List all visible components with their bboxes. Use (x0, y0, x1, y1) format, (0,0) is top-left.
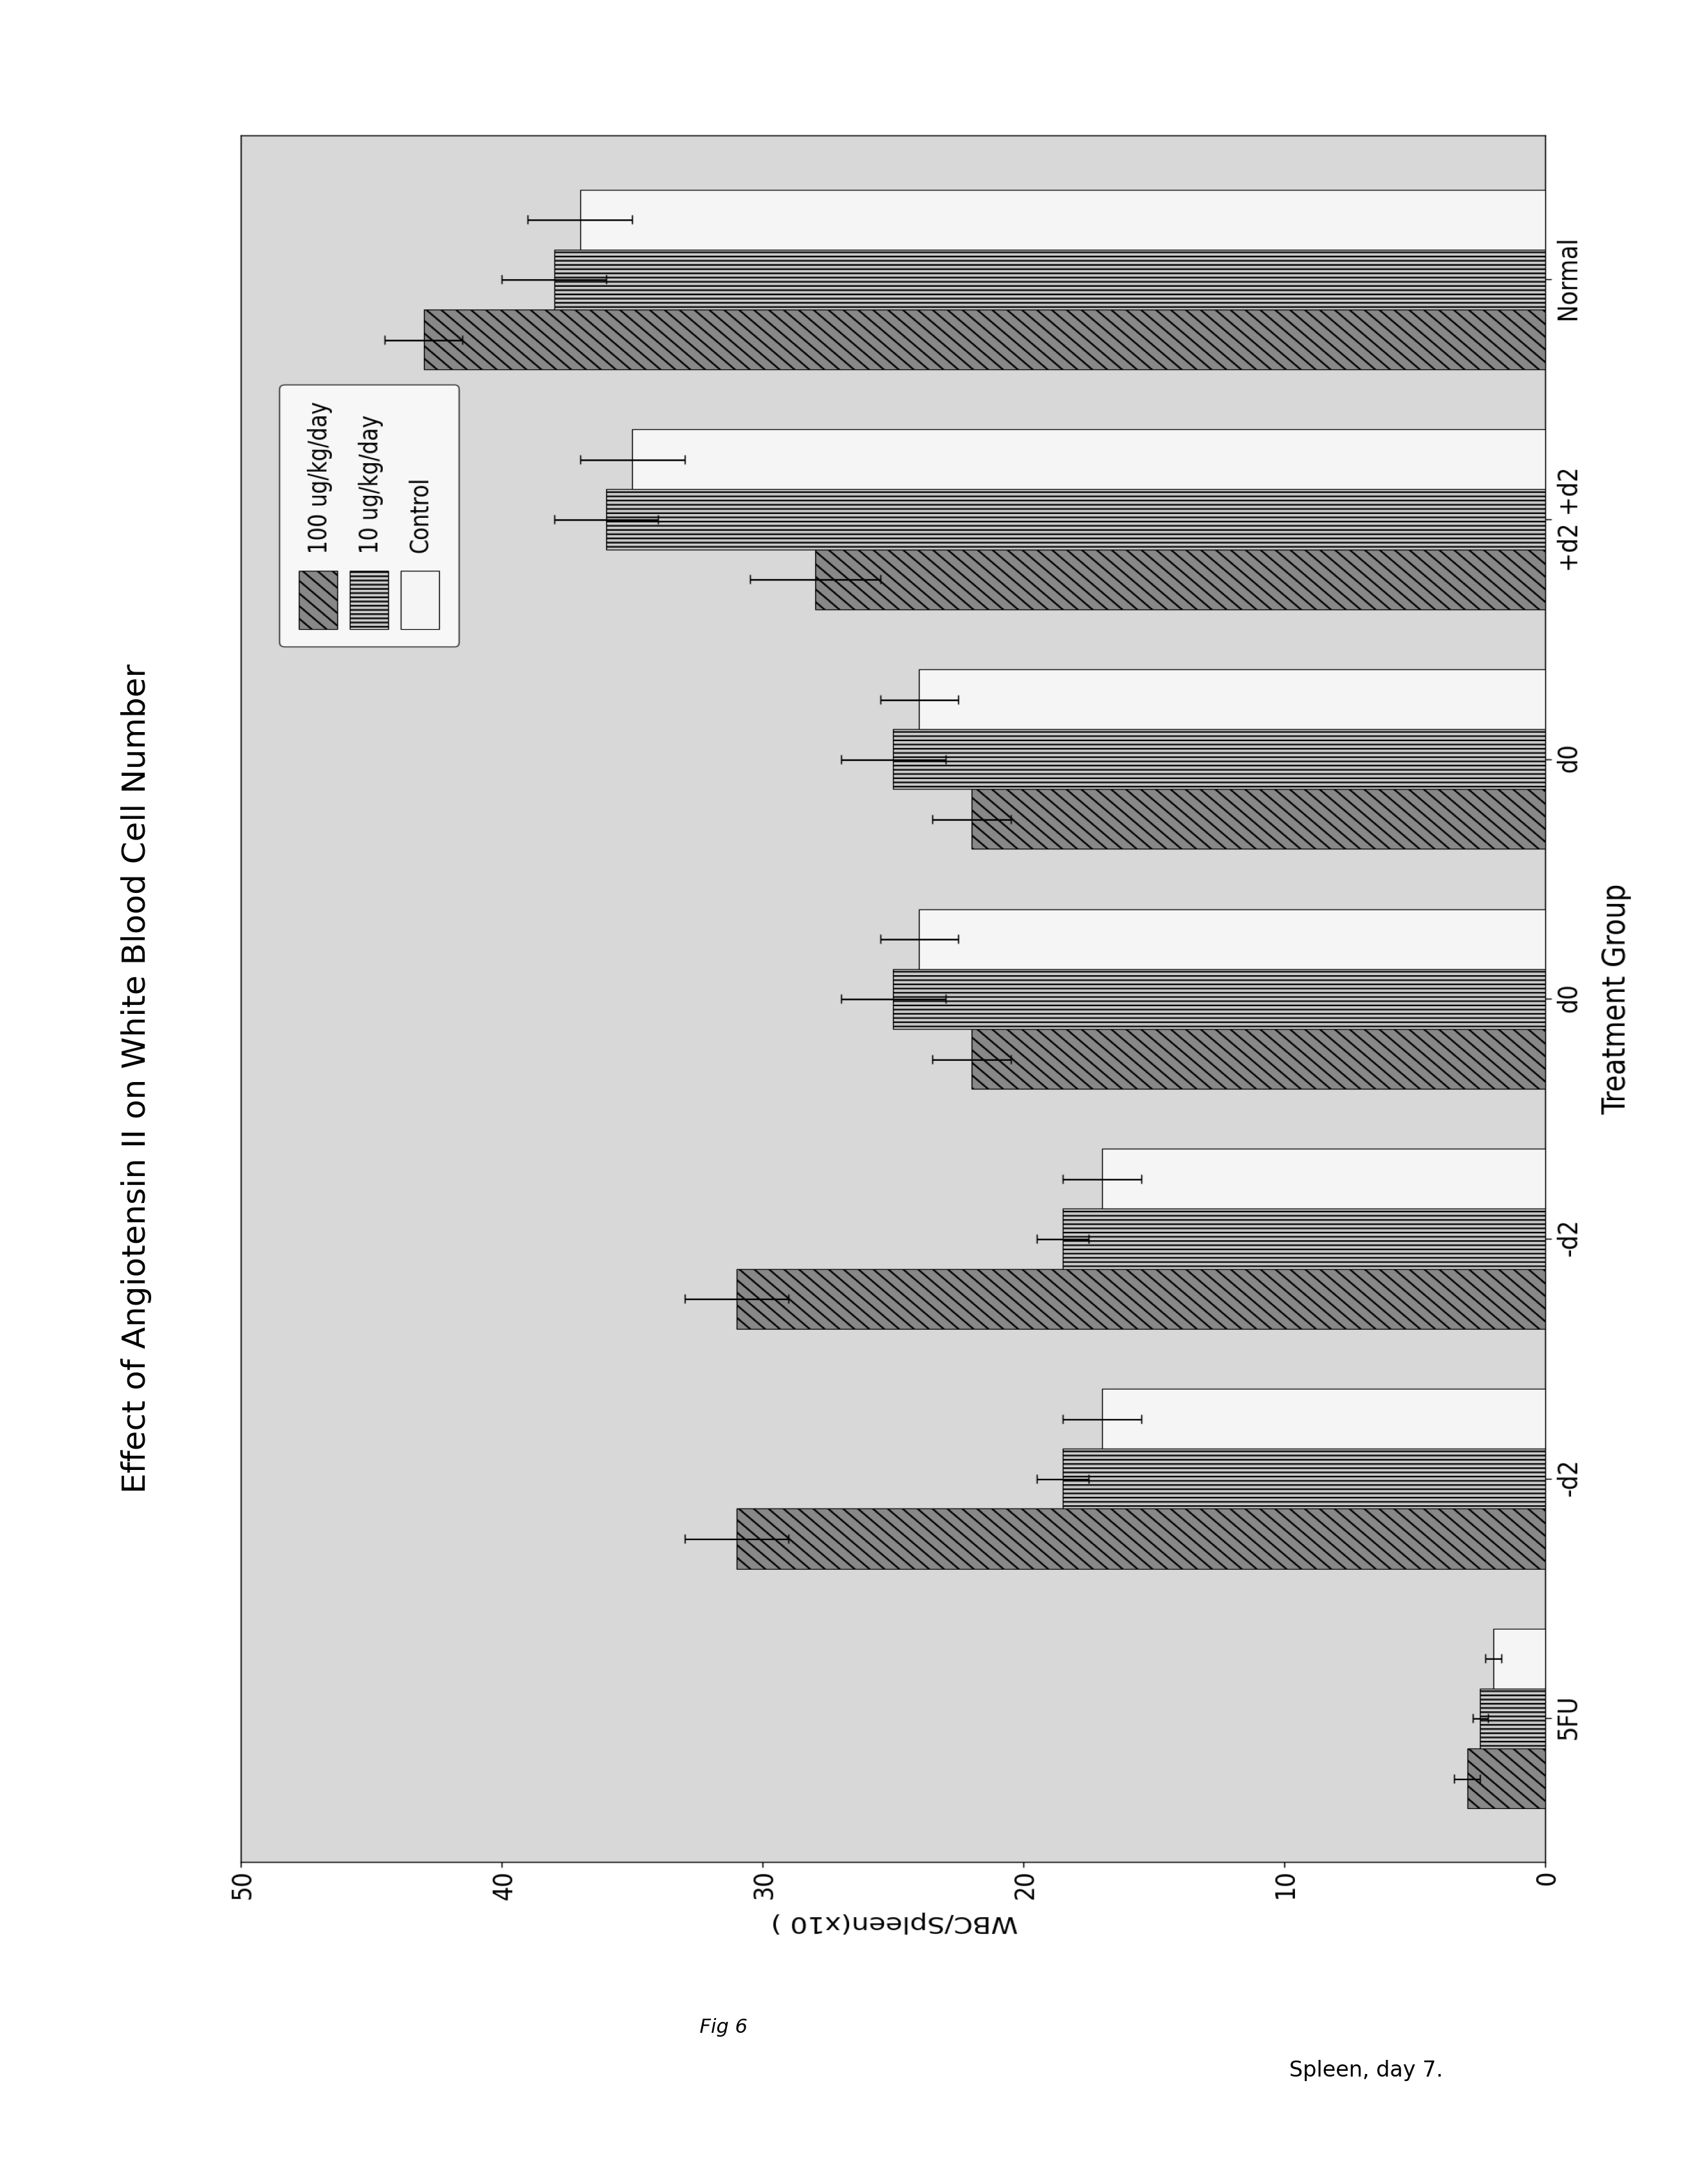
Text: Fig 6: Fig 6 (687, 2019, 748, 2036)
Text: Spleen, day 7.: Spleen, day 7. (1290, 2060, 1443, 2082)
Text: Effect of Angiotensin II on White Blood Cell Number: Effect of Angiotensin II on White Blood … (121, 664, 152, 1493)
